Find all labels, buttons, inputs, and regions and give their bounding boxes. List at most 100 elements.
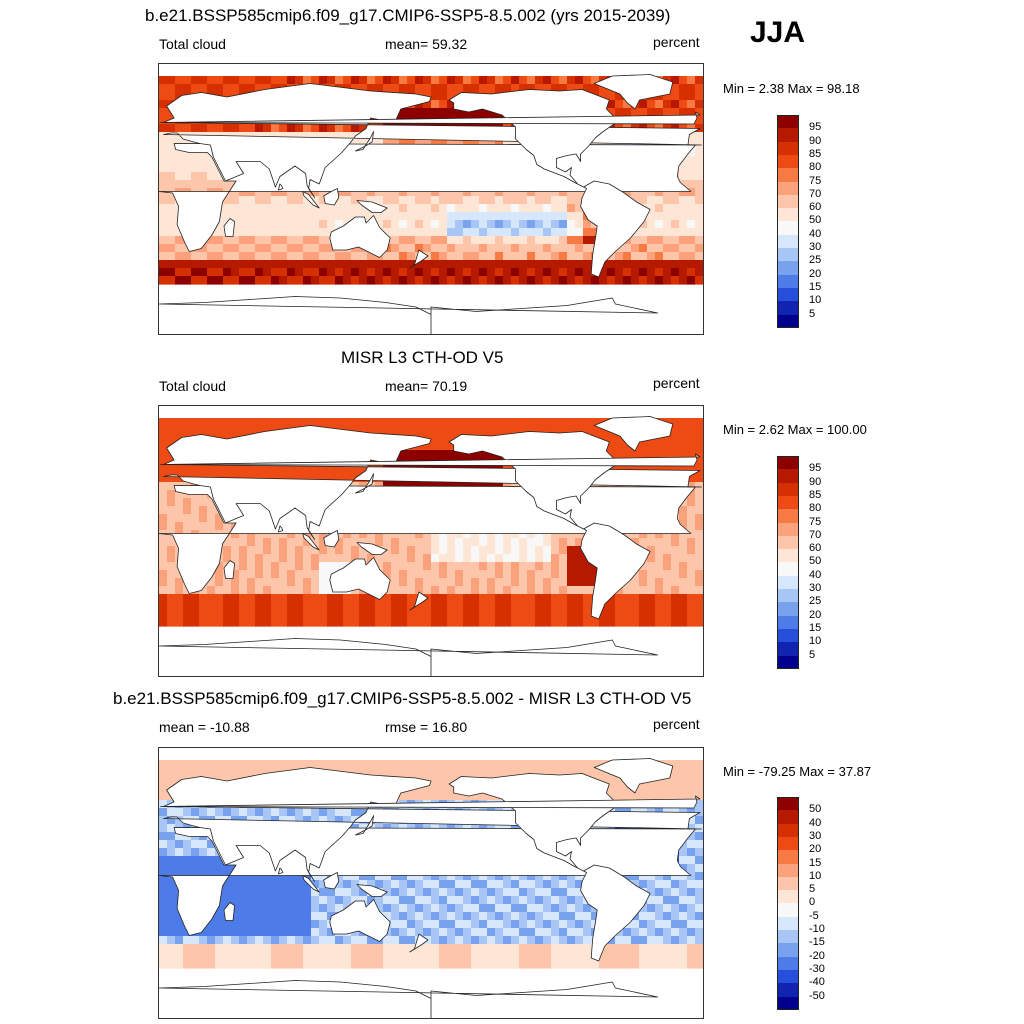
field-cell xyxy=(423,952,432,961)
field-cell xyxy=(679,530,688,539)
field-cell xyxy=(247,530,256,539)
field-cell xyxy=(231,952,240,961)
field-cell xyxy=(631,108,640,117)
field-cell xyxy=(495,578,504,587)
field-cell xyxy=(671,570,680,579)
field-cell xyxy=(399,944,408,953)
field-cell xyxy=(543,244,552,253)
field-cell xyxy=(239,84,248,93)
field-cell xyxy=(415,960,424,969)
field-cell xyxy=(167,172,176,181)
field-cell xyxy=(519,872,528,881)
field-cell xyxy=(295,944,304,953)
field-cell xyxy=(191,808,200,817)
field-cell xyxy=(199,514,208,523)
field-cell xyxy=(223,522,232,531)
field-cell xyxy=(287,872,296,881)
field-cell xyxy=(631,450,640,459)
field-cell xyxy=(215,586,224,595)
field-cell xyxy=(479,236,488,245)
field-cell xyxy=(503,252,512,261)
field-cell xyxy=(559,84,568,93)
field-cell xyxy=(487,880,496,889)
field-cell xyxy=(695,434,703,443)
field-cell xyxy=(263,260,272,269)
field-cell xyxy=(167,848,176,857)
field-cell xyxy=(239,936,248,945)
field-cell xyxy=(463,904,472,913)
field-cell xyxy=(343,260,352,269)
field-cell xyxy=(343,538,352,547)
field-cell xyxy=(343,872,352,881)
field-cell xyxy=(439,760,448,769)
field-cell xyxy=(519,610,528,619)
field-cell xyxy=(527,602,536,611)
field-cell xyxy=(159,490,168,499)
field-cell xyxy=(551,594,560,603)
field-cell xyxy=(439,108,448,117)
field-cell xyxy=(695,538,703,547)
field-cell xyxy=(487,602,496,611)
field-cell xyxy=(655,260,664,269)
field-cell xyxy=(391,418,400,427)
field-cell xyxy=(471,872,480,881)
field-cell xyxy=(159,960,168,969)
field-cell xyxy=(551,268,560,277)
field-cell xyxy=(687,506,696,515)
field-cell xyxy=(207,952,216,961)
field-cell xyxy=(679,538,688,547)
colorbar-tick-label: 70 xyxy=(809,528,822,541)
field-cell xyxy=(335,268,344,277)
field-cell xyxy=(159,832,168,841)
field-cell xyxy=(247,570,256,579)
field-cell xyxy=(343,212,352,221)
field-cell xyxy=(447,904,456,913)
field-cell xyxy=(319,418,328,427)
field-cell xyxy=(551,530,560,539)
field-cell xyxy=(671,84,680,93)
field-cell xyxy=(535,880,544,889)
field-cell xyxy=(527,952,536,961)
field-cell xyxy=(671,586,680,595)
field-cell xyxy=(487,896,496,905)
field-cell xyxy=(655,188,664,197)
field-cell xyxy=(415,84,424,93)
field-cell xyxy=(687,92,696,101)
field-cell xyxy=(471,236,480,245)
colorbar-tick-label: 50 xyxy=(809,214,822,227)
field-cell xyxy=(159,792,168,801)
field-cell xyxy=(407,594,416,603)
field-cell xyxy=(207,418,216,427)
field-cell xyxy=(303,252,312,261)
field-cell xyxy=(415,450,424,459)
field-cell xyxy=(495,220,504,229)
field-cell xyxy=(383,944,392,953)
field-cell xyxy=(319,586,328,595)
field-cell xyxy=(271,466,280,475)
field-cell xyxy=(511,586,520,595)
field-cell xyxy=(679,514,688,523)
field-cell xyxy=(231,618,240,627)
field-cell xyxy=(215,514,224,523)
field-cell xyxy=(391,252,400,261)
field-cell xyxy=(383,952,392,961)
field-cell xyxy=(159,434,168,443)
field-cell xyxy=(207,808,216,817)
field-cell xyxy=(479,252,488,261)
field-cell xyxy=(287,610,296,619)
field-cell xyxy=(655,268,664,277)
field-cell xyxy=(487,618,496,627)
field-cell xyxy=(471,196,480,205)
field-cell xyxy=(319,538,328,547)
field-cell xyxy=(287,578,296,587)
field-cell xyxy=(383,904,392,913)
field-cell xyxy=(615,268,624,277)
field-cell xyxy=(543,530,552,539)
field-cell xyxy=(383,538,392,547)
field-cell xyxy=(559,618,568,627)
field-cell xyxy=(159,920,168,929)
field-cell xyxy=(159,952,168,961)
landmass-madagascar xyxy=(223,218,235,237)
field-cell xyxy=(647,196,656,205)
field-cell xyxy=(583,426,592,435)
